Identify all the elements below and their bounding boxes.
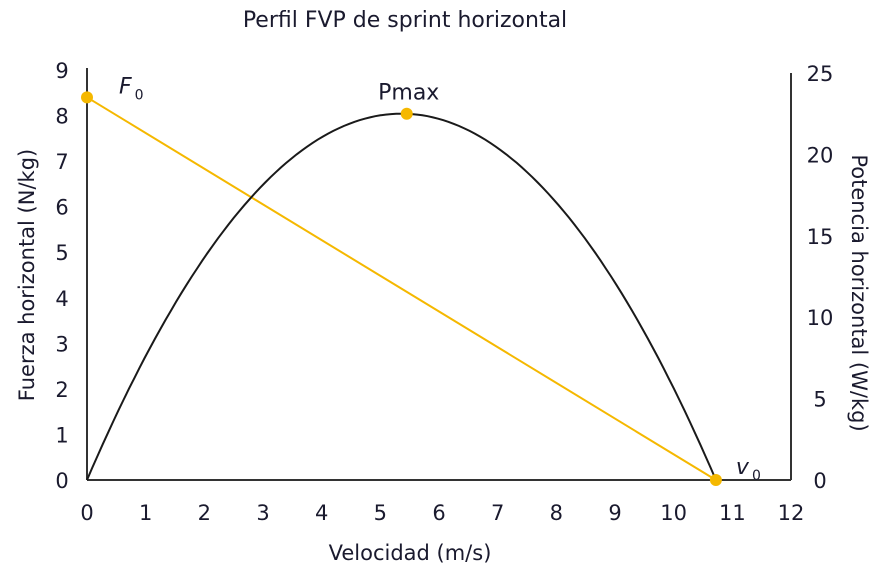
force-velocity-line — [86, 96, 717, 481]
y-tick-label: 7 — [55, 150, 68, 174]
x-tick-label: 1 — [139, 501, 152, 525]
x-tick-labels: 0 1 2 3 4 5 6 7 8 9 10 11 12 — [80, 501, 804, 525]
y-axis-left-label: Fuerza horizontal (N/kg) — [15, 149, 39, 401]
y-tick-label: 2 — [55, 378, 68, 402]
y-right-tick-labels: 0 5 10 15 20 25 — [807, 62, 834, 493]
point-marker-f — [81, 91, 93, 104]
y-tick-label: 9 — [55, 59, 68, 83]
x-tick-label: 2 — [198, 501, 211, 525]
annotation-label-pmax: Pmax — [378, 81, 439, 106]
annotation-subscript: 0 — [752, 468, 761, 484]
markers: F 0 Pmax v 0 — [81, 74, 761, 486]
y2-tick-label: 25 — [807, 62, 834, 86]
power-curve — [86, 112, 717, 481]
annotation-subscript: 0 — [135, 87, 144, 103]
axes — [86, 68, 792, 481]
y-tick-label: 1 — [55, 423, 68, 447]
x-tick-label: 6 — [432, 501, 445, 525]
x-tick-label: 7 — [491, 501, 504, 525]
x-tick-label: 12 — [778, 501, 805, 525]
y2-tick-label: 5 — [813, 388, 826, 412]
y2-tick-label: 15 — [807, 225, 834, 249]
point-marker-v — [709, 474, 722, 486]
y-axis-right-label: Potencia horizontal (W/kg) — [847, 154, 871, 431]
x-tick-label: 9 — [608, 501, 621, 525]
x-axis-label: Velocidad (m/s) — [329, 541, 492, 565]
y2-tick-label: 0 — [813, 469, 826, 493]
x-tick-label: 0 — [80, 501, 93, 525]
y2-tick-label: 10 — [807, 306, 834, 330]
y-tick-label: 8 — [55, 105, 68, 129]
point-marker-pmax — [400, 107, 413, 120]
x-tick-label: 4 — [315, 501, 328, 525]
y-tick-label: 0 — [55, 469, 68, 493]
x-tick-label: 11 — [719, 501, 746, 525]
y2-tick-label: 20 — [807, 143, 834, 167]
series — [86, 96, 717, 481]
y-tick-label: 4 — [55, 287, 68, 311]
x-tick-label: 8 — [550, 501, 563, 525]
chart-title: Perfil FVP de sprint horizontal — [242, 8, 568, 33]
y-left-tick-labels: 0 1 2 3 4 5 6 7 8 9 — [55, 59, 68, 493]
y-tick-label: 3 — [55, 332, 68, 356]
x-tick-label: 5 — [374, 501, 387, 525]
y-tick-label: 6 — [55, 196, 68, 220]
y-tick-label: 5 — [55, 241, 68, 265]
x-tick-label: 3 — [256, 501, 269, 525]
x-tick-label: 10 — [660, 501, 687, 525]
